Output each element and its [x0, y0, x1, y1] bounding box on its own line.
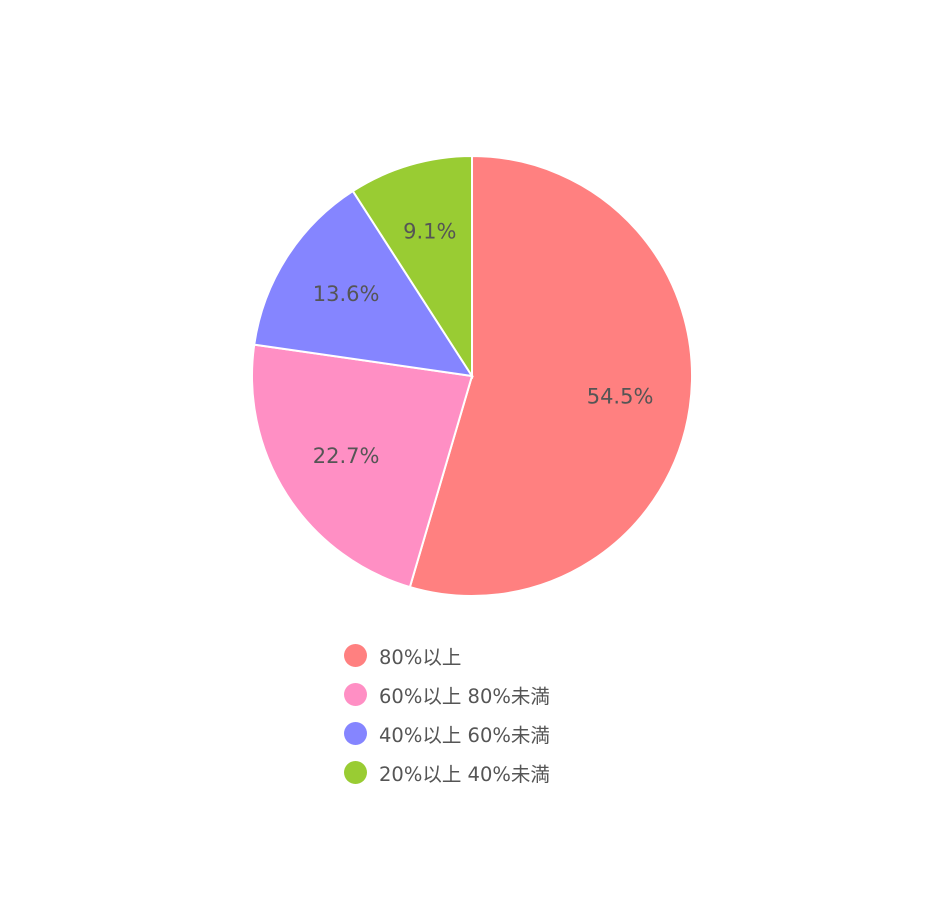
legend-label: 40%以上 60%未満 [379, 724, 550, 747]
slice-value-label: 9.1% [403, 219, 456, 243]
slice-value-label: 54.5% [587, 384, 654, 408]
pie-slices [251, 154, 693, 597]
legend-label: 60%以上 80%未満 [379, 685, 550, 708]
chart-legend: 80%以上 60%以上 80%未満 40%以上 60%未満 20%以上 40%未… [344, 636, 704, 792]
pie-value-labels: 54.5% 22.7% 13.6% 9.1% [313, 219, 654, 467]
legend-item-40-60[interactable]: 40%以上 60%未満 [344, 714, 704, 753]
slice-20-40[interactable] [351, 154, 473, 380]
legend-label: 20%以上 40%未満 [379, 763, 550, 786]
slice-80-plus[interactable] [408, 154, 693, 597]
slice-40-60[interactable] [253, 189, 475, 378]
legend-item-20-40[interactable]: 20%以上 40%未満 [344, 753, 704, 792]
legend-label: 80%以上 [379, 646, 462, 669]
slice-60-80[interactable] [251, 343, 474, 589]
slice-value-label: 22.7% [313, 444, 380, 468]
legend-item-60-80[interactable]: 60%以上 80%未満 [344, 675, 704, 714]
legend-item-80-plus[interactable]: 80%以上 [344, 636, 704, 675]
legend-swatch [344, 761, 367, 784]
slice-value-label: 13.6% [313, 282, 380, 306]
legend-swatch [344, 644, 367, 667]
legend-swatch [344, 683, 367, 706]
legend-swatch [344, 722, 367, 745]
